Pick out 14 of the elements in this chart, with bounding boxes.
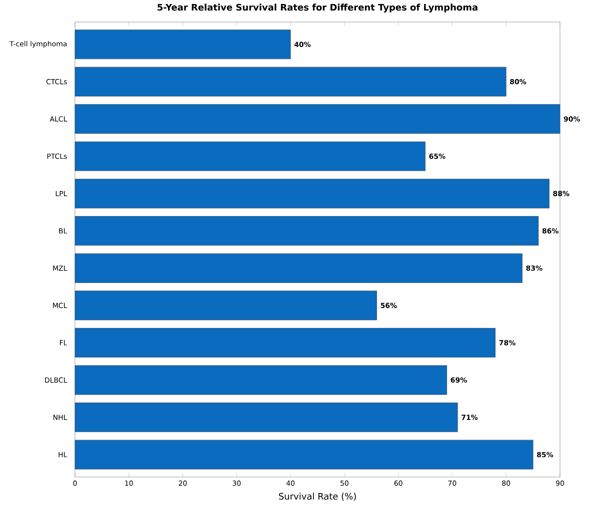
bar: [74, 328, 496, 358]
bar: [74, 178, 550, 208]
bar: [74, 30, 291, 60]
x-axis-title: Survival Rate (%): [278, 492, 356, 501]
bar: [74, 402, 458, 432]
bar: [74, 142, 426, 172]
bar: [74, 440, 534, 470]
bar: [74, 104, 560, 134]
bar: [74, 290, 377, 320]
chart-title: 5-Year Relative Survival Rates for Different Types of Lymphoma: [158, 4, 478, 12]
bar: [74, 216, 539, 246]
bar: [74, 253, 522, 283]
bar: [74, 365, 448, 395]
bar: [74, 66, 506, 96]
